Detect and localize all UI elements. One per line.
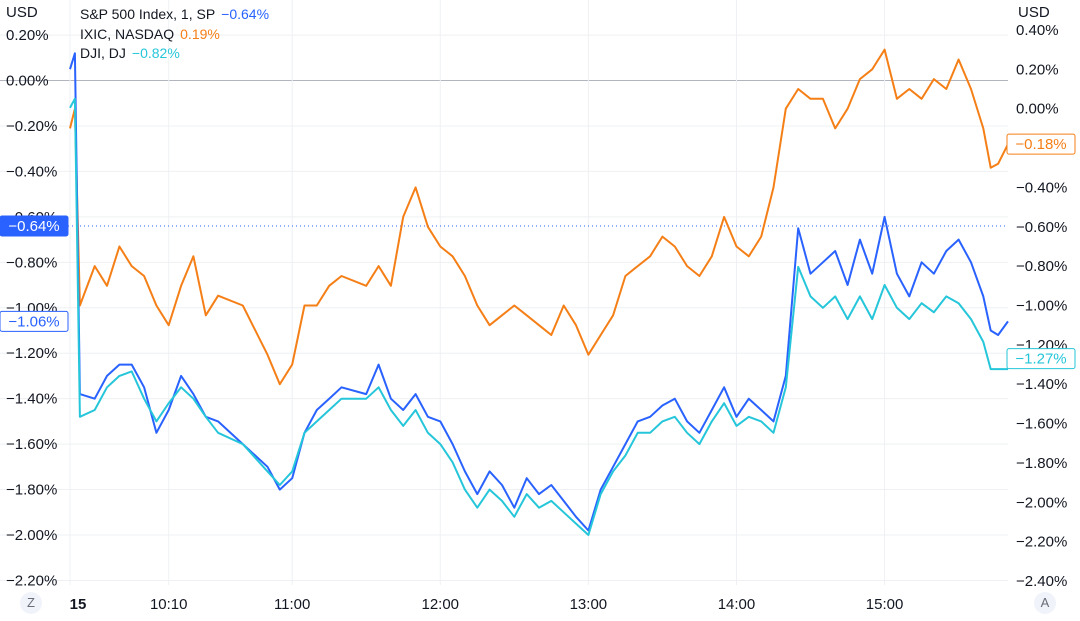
right-tick-label: −1.40% — [1016, 376, 1067, 393]
left-tick-label: −0.80% — [6, 254, 57, 271]
left-tick-label: −1.60% — [6, 436, 57, 453]
legend-item-sp[interactable]: S&P 500 Index, 1, SP −0.64% — [80, 5, 269, 25]
price-labels: −0.64% −1.06% −0.18% −1.27% — [0, 133, 1076, 370]
series-line — [69, 48, 1009, 386]
left-tick-label: −1.40% — [6, 391, 57, 408]
left-axis-unit: USD — [6, 4, 38, 21]
right-tick-label: 0.00% — [1016, 101, 1059, 118]
price-label-box — [1006, 348, 1076, 370]
legend-value: −0.82% — [131, 45, 180, 61]
price-label-box — [0, 310, 69, 332]
right-tick-label: −2.40% — [1016, 573, 1067, 590]
price-label-box — [1006, 133, 1076, 155]
left-tick-label: −0.40% — [6, 163, 57, 180]
axes: USD USD 0.20% 0.00% −0.20% −0.40% −0.60% −0.8… — [6, 4, 1067, 613]
legend-name: DJI, DJ — [80, 45, 126, 61]
right-tick-label: −0.80% — [1016, 258, 1067, 275]
price-label-box — [0, 215, 69, 237]
price-label-text: −1.06% — [8, 313, 59, 330]
time-tick-label: 14:00 — [718, 596, 756, 613]
time-tick-label: 13:00 — [570, 596, 608, 613]
right-axis-unit: USD — [1018, 4, 1050, 21]
legend-name: S&P 500 Index, 1, SP — [80, 6, 216, 22]
time-tick-label: 15 — [70, 596, 87, 613]
right-tick-label: −0.60% — [1016, 219, 1067, 236]
right-tick-label: −0.40% — [1016, 179, 1067, 196]
grid — [0, 0, 1008, 585]
legend-value: −0.64% — [221, 6, 270, 22]
right-tick-label: −1.00% — [1016, 298, 1067, 315]
price-label-text: −0.64% — [8, 218, 59, 235]
left-tick-label: −1.20% — [6, 345, 57, 362]
auto-scale-button[interactable]: A — [1034, 592, 1056, 614]
left-tick-label: 0.20% — [6, 27, 49, 44]
series-lines — [69, 48, 1009, 536]
legend-value: 0.19% — [180, 25, 220, 42]
time-axis-left-button[interactable]: Z — [20, 592, 42, 614]
legend: S&P 500 Index, 1, SP −0.64% IXIC, NASDAQ 0… — [80, 5, 269, 64]
right-tick-label: −1.80% — [1016, 455, 1067, 472]
series-line — [69, 52, 1009, 532]
left-tick-label: −2.00% — [6, 527, 57, 544]
time-tick-label: 12:00 — [421, 596, 459, 613]
right-tick-label: −2.20% — [1016, 534, 1067, 551]
left-tick-label: 0.00% — [6, 73, 49, 90]
left-tick-label: −2.20% — [6, 572, 57, 589]
legend-item-ixic[interactable]: IXIC, NASDAQ 0.19% — [80, 25, 269, 45]
right-tick-label: −2.00% — [1016, 494, 1067, 511]
right-tick-label: 0.40% — [1016, 22, 1059, 39]
right-tick-label: 0.20% — [1016, 61, 1059, 78]
legend-item-dji[interactable]: DJI, DJ −0.82% — [80, 44, 269, 64]
price-label-text: −1.27% — [1015, 351, 1066, 368]
time-tick-label: 10:10 — [150, 596, 188, 613]
right-tick-label: −1.60% — [1016, 416, 1067, 433]
price-label-text: −0.18% — [1015, 136, 1066, 153]
series-line — [69, 97, 1008, 536]
left-tick-label: −1.80% — [6, 482, 57, 499]
time-tick-label: 15:00 — [866, 596, 904, 613]
legend-name: IXIC, NASDAQ — [80, 25, 175, 42]
left-tick-label: −0.20% — [6, 118, 57, 135]
time-tick-label: 11:00 — [274, 596, 310, 613]
